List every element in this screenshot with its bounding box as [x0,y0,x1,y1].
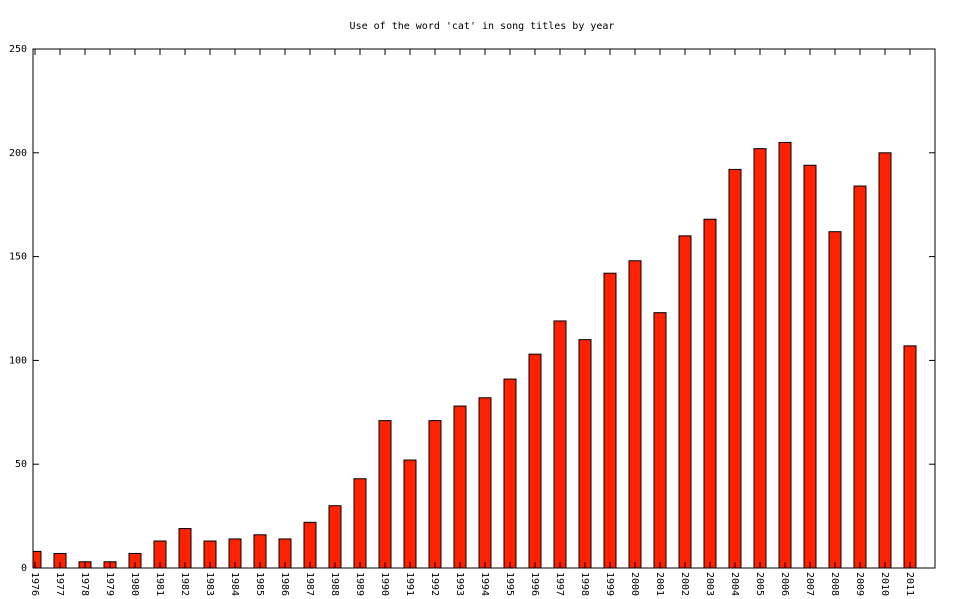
bar [753,148,767,568]
y-tick-label: 150 [9,252,27,263]
x-tick-label: 2000 [629,572,640,596]
x-tick-label: 2011 [904,572,915,596]
plot-frame [32,48,936,569]
x-tick-label: 1993 [454,572,465,596]
y-tick-label: 50 [15,459,27,470]
x-tick-label: 1979 [104,572,115,596]
bar [353,478,367,568]
bar [428,420,442,568]
bar [453,405,467,568]
bar [528,353,542,568]
x-tick-label: 1999 [604,572,615,596]
x-tick-label: 1996 [529,572,540,596]
bar [778,141,792,568]
x-tick-label: 1985 [254,572,265,596]
x-tick-label: 2002 [679,572,690,596]
x-tick-label: 1980 [129,572,140,596]
x-tick-label: 1998 [579,572,590,596]
bar [328,505,342,568]
bar [53,552,67,568]
bar [303,521,317,568]
x-tick-label: 1988 [329,572,340,596]
x-tick-label: 1991 [404,572,415,596]
x-tick-label: 2005 [754,572,765,596]
x-tick-label: 1989 [354,572,365,596]
x-tick-label: 1986 [279,572,290,596]
bar [478,397,492,568]
bar [828,231,842,568]
bar [553,320,567,568]
bar [403,459,417,568]
x-tick-label: 1982 [179,572,190,596]
x-tick-label: 1990 [379,572,390,596]
x-tick-label: 2003 [704,572,715,596]
y-tick-label: 250 [9,44,27,55]
bar [703,218,717,568]
x-tick-label: 2010 [879,572,890,596]
x-tick-label: 1995 [504,572,515,596]
x-tick-label: 1978 [79,572,90,596]
x-tick-label: 1984 [229,572,240,596]
x-tick-label: 1992 [429,572,440,596]
y-tick-label: 0 [21,563,27,574]
x-tick-label: 1981 [154,572,165,596]
bar [803,164,817,568]
bar [578,339,592,568]
bar [203,540,217,568]
x-tick-label: 2006 [779,572,790,596]
bar [853,185,867,568]
bar [33,550,42,568]
x-tick-label: 1997 [554,572,565,596]
bar [178,528,192,568]
x-tick-label: 1983 [204,572,215,596]
y-tick-label: 200 [9,148,27,159]
chart-title: Use of the word 'cat' in song titles by … [350,21,615,32]
x-tick-label: 2008 [829,572,840,596]
bar [653,312,667,568]
x-tick-label: 1994 [479,572,490,596]
x-tick-label: 2001 [654,572,665,596]
bar [153,540,167,568]
x-tick-label: 2007 [804,572,815,596]
bar [378,420,392,568]
bar [603,272,617,568]
bar [628,260,642,568]
bars [33,141,917,568]
x-tick-label: 1976 [29,572,40,596]
x-tick-label: 2004 [729,572,740,596]
bar [128,552,142,568]
bar [728,168,742,568]
bar [903,345,917,568]
x-tick-label: 1987 [304,572,315,596]
bar [678,235,692,568]
x-tick-label: 2009 [854,572,865,596]
x-tick-label: 1977 [54,572,65,596]
bar [503,378,517,568]
bar [878,152,892,568]
y-tick-label: 100 [9,355,27,366]
